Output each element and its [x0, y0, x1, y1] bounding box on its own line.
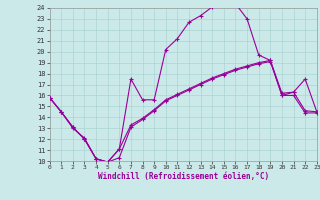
X-axis label: Windchill (Refroidissement éolien,°C): Windchill (Refroidissement éolien,°C)	[98, 172, 269, 181]
